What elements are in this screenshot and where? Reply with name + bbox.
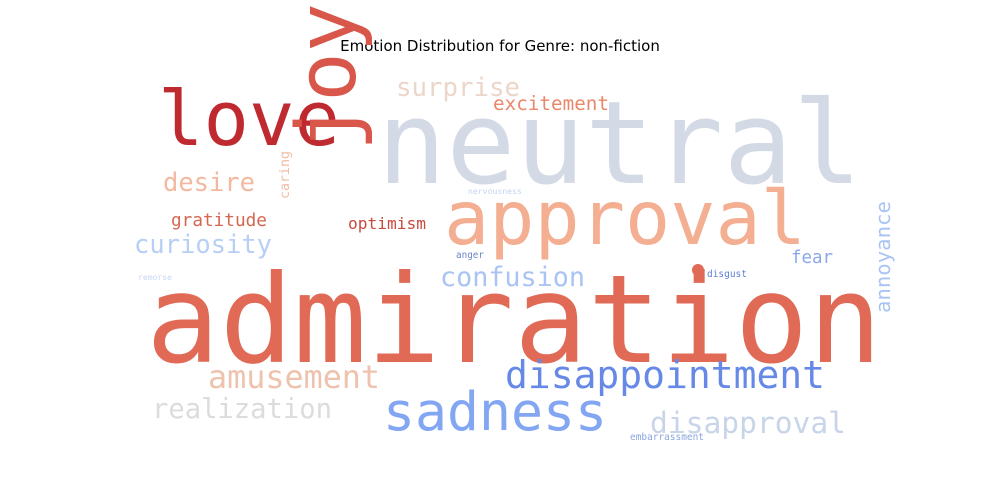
word-excitement: excitement [493,92,609,115]
word-approval: approval [444,174,806,262]
word-admiration: admiration [146,249,882,391]
word-love: love [158,75,340,163]
word-neutral: neutral [377,77,862,211]
word-fear: fear [791,248,833,268]
word-curiosity: curiosity [134,230,272,260]
word-desire: desire [163,168,255,198]
word-disgust: disgust [707,269,747,280]
word-remorse: remorse [138,273,172,282]
word-embarrassment: embarrassment [630,432,704,443]
word-caring: caring [278,151,293,199]
word-anger: anger [456,250,484,261]
word-annoyance: annoyance [871,201,895,313]
word-realization: realization [152,394,332,425]
word-sadness: sadness [383,381,607,443]
word-joy: joy [280,3,375,151]
word-gratitude: gratitude [171,211,267,231]
marker-dot [692,264,704,276]
chart-title: Emotion Distribution for Genre: non-fict… [340,37,660,55]
word-surprise: surprise [396,73,520,103]
word-confusion: confusion [440,262,585,293]
word-amusement: amusement [208,360,380,396]
word-disappointment: disappointment [505,353,825,397]
word-disapproval: disapproval [650,406,846,440]
word-nervousness: nervousness [468,186,522,196]
word-optimism: optimism [348,214,426,233]
